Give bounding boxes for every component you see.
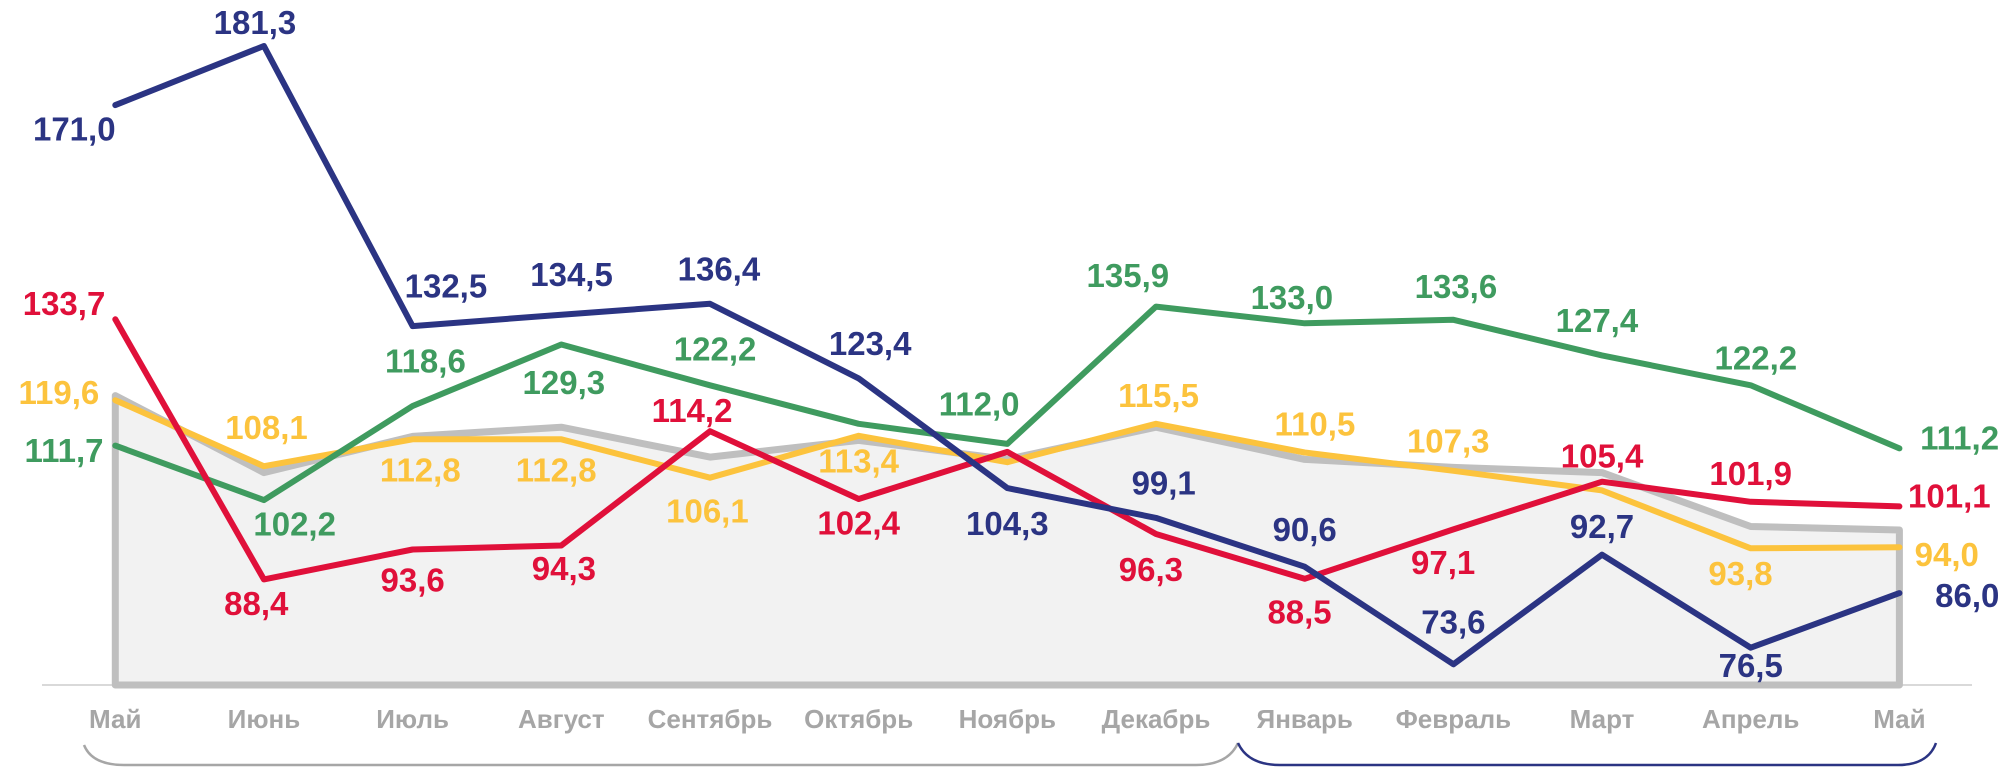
bracket [82,742,1240,767]
x-tick-label: Май [89,704,141,734]
data-label: 94,3 [532,550,596,587]
data-label: 171,0 [33,111,116,148]
data-label: 113,4 [818,443,899,480]
x-tick-label: Февраль [1396,704,1511,734]
data-label: 132,5 [405,268,488,305]
data-label: 119,6 [19,374,100,411]
data-label: 88,4 [224,585,289,622]
x-tick-label: Декабрь [1102,704,1211,734]
data-label: 94,0 [1915,536,1979,573]
data-label: 99,1 [1132,465,1196,502]
data-label: 127,4 [1556,302,1639,339]
bracket [1236,742,1938,767]
data-label: 102,4 [817,505,900,542]
data-label: 112,8 [516,451,597,488]
data-label: 104,3 [966,505,1049,542]
data-label: 86,0 [1935,577,1999,614]
x-tick-label: Август [518,704,605,734]
data-label: 88,5 [1267,593,1331,630]
data-label: 112,8 [380,451,461,488]
data-label: 123,4 [829,325,912,362]
data-label: 96,3 [1119,551,1183,588]
data-label: 93,6 [380,562,444,599]
data-label: 135,9 [1087,257,1170,294]
data-label: 134,5 [530,256,613,293]
x-tick-label: Июнь [228,704,301,734]
data-label: 108,1 [225,409,308,446]
data-label: 101,1 [1908,477,1991,514]
x-tick-label: Сентябрь [648,704,773,734]
data-label: 122,2 [674,331,757,368]
data-label: 129,3 [523,364,606,401]
line [112,397,1903,552]
line [112,303,1903,504]
data-label: 133,7 [23,285,106,322]
data-label: 97,1 [1411,544,1475,581]
data-label: 133,6 [1415,268,1498,305]
data-label: 106,1 [666,492,749,529]
data-label: 111,2 [1920,419,1999,456]
x-tick-label: Июль [376,704,449,734]
data-label: 105,4 [1561,437,1644,474]
data-label: 133,0 [1251,279,1334,316]
x-tick-label: Апрель [1702,704,1799,734]
data-label: 115,5 [1118,377,1199,414]
data-label: 92,7 [1570,508,1634,545]
data-label: 110,5 [1275,406,1356,443]
x-tick-label: Март [1570,704,1635,734]
line [112,43,1903,668]
data-label: 111,7 [25,432,104,469]
data-label: 181,3 [214,4,297,41]
data-label: 93,8 [1708,555,1772,592]
data-label: 136,4 [678,250,761,287]
data-label: 73,6 [1421,603,1485,640]
x-tick-label: Ноябрь [959,704,1056,734]
data-label: 76,5 [1719,647,1783,684]
data-label: 122,2 [1715,340,1798,377]
line [112,316,1903,583]
data-label: 102,2 [253,506,336,543]
x-tick-label: Октябрь [804,704,913,734]
x-tick-label: Май [1873,704,1925,734]
data-label: 107,3 [1407,423,1490,460]
data-label: 90,6 [1273,511,1337,548]
data-label: 118,6 [385,342,466,379]
data-label: 114,2 [652,392,733,429]
data-label: 101,9 [1709,455,1792,492]
x-tick-label: Январь [1257,704,1353,734]
data-label: 112,0 [939,385,1020,422]
